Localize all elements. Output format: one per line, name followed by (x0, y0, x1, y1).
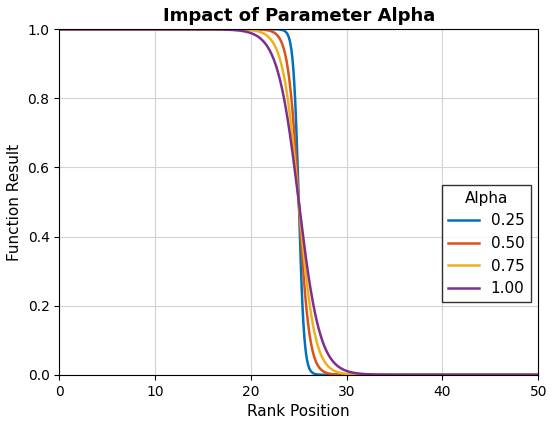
0.25 (250, 27, 257, 32)
Y-axis label: Function Result: Function Result (7, 144, 22, 261)
0.25 (267, 27, 274, 32)
0.75 (385, 372, 392, 377)
0.50 (438, 372, 445, 377)
1.00 (105, 27, 111, 32)
1.00 (429, 372, 436, 377)
1.00 (385, 372, 392, 377)
X-axis label: Rank Position: Rank Position (248, 404, 350, 419)
Title: Impact of Parameter Alpha: Impact of Parameter Alpha (163, 7, 435, 25)
Line: 0.50: 0.50 (59, 29, 538, 375)
0.75 (250, 28, 257, 33)
0.50 (105, 27, 111, 32)
0.25 (535, 372, 542, 377)
0.50 (429, 372, 436, 377)
Line: 0.25: 0.25 (59, 29, 538, 375)
0.50 (56, 27, 63, 32)
Legend: 0.25, 0.50, 0.75, 1.00: 0.25, 0.50, 0.75, 1.00 (442, 184, 531, 302)
1.00 (535, 372, 542, 377)
Line: 1.00: 1.00 (59, 29, 538, 375)
0.25 (385, 372, 392, 377)
1.00 (438, 372, 445, 377)
0.75 (105, 27, 111, 32)
0.75 (267, 36, 274, 41)
1.00 (56, 27, 63, 32)
0.25 (56, 27, 63, 32)
0.75 (535, 372, 542, 377)
1.00 (267, 49, 274, 54)
1.00 (250, 32, 257, 37)
0.25 (438, 372, 445, 377)
0.75 (429, 372, 436, 377)
0.50 (535, 372, 542, 377)
0.25 (105, 27, 111, 32)
0.75 (438, 372, 445, 377)
0.75 (56, 27, 63, 32)
Line: 0.75: 0.75 (59, 29, 538, 375)
0.50 (267, 29, 274, 34)
0.25 (429, 372, 436, 377)
0.50 (385, 372, 392, 377)
0.50 (250, 27, 257, 32)
